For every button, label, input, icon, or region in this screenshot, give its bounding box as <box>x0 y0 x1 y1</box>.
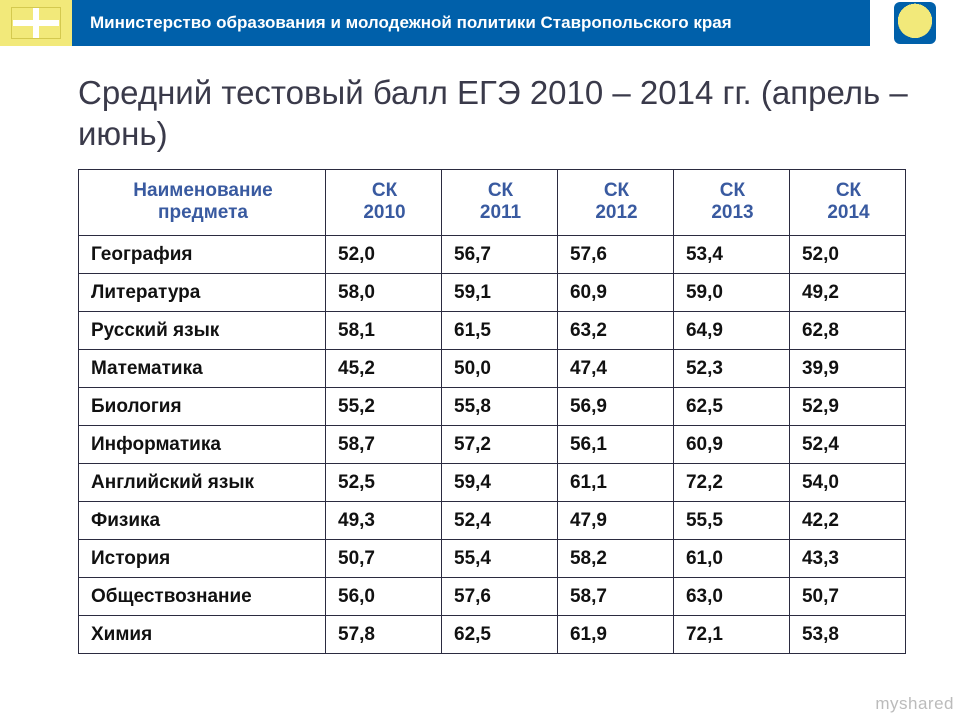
col-2011: СК2011 <box>442 169 558 236</box>
cell-value: 62,8 <box>789 312 905 350</box>
region-flag-icon <box>11 7 61 39</box>
cell-subject: География <box>79 236 326 274</box>
cell-subject: Информатика <box>79 426 326 464</box>
cell-value: 61,1 <box>557 464 673 502</box>
cell-subject: Английский язык <box>79 464 326 502</box>
cell-value: 39,9 <box>789 350 905 388</box>
col-2014: СК2014 <box>789 169 905 236</box>
cell-value: 58,2 <box>557 540 673 578</box>
cell-value: 58,1 <box>326 312 442 350</box>
cell-value: 57,6 <box>442 578 558 616</box>
cell-value: 62,5 <box>442 616 558 654</box>
scores-table-container: Наименование предмета СК2010 СК2011 СК20… <box>0 169 960 655</box>
cell-value: 63,2 <box>557 312 673 350</box>
cell-value: 52,4 <box>442 502 558 540</box>
scores-table: Наименование предмета СК2010 СК2011 СК20… <box>78 169 906 655</box>
cell-value: 55,2 <box>326 388 442 426</box>
cell-subject: Биология <box>79 388 326 426</box>
cell-value: 56,0 <box>326 578 442 616</box>
cell-value: 43,3 <box>789 540 905 578</box>
cell-subject: Физика <box>79 502 326 540</box>
table-row: Химия57,862,561,972,153,8 <box>79 616 906 654</box>
cell-value: 62,5 <box>673 388 789 426</box>
watermark: myshared <box>875 694 954 714</box>
cell-value: 47,4 <box>557 350 673 388</box>
cell-value: 56,1 <box>557 426 673 464</box>
cell-value: 52,4 <box>789 426 905 464</box>
header-title-bar: Министерство образования и молодежной по… <box>72 0 870 46</box>
col-2012: СК2012 <box>557 169 673 236</box>
cell-value: 57,8 <box>326 616 442 654</box>
cell-value: 50,7 <box>326 540 442 578</box>
cell-subject: Химия <box>79 616 326 654</box>
cell-value: 56,7 <box>442 236 558 274</box>
cell-value: 52,0 <box>789 236 905 274</box>
cell-value: 58,7 <box>326 426 442 464</box>
cell-value: 53,8 <box>789 616 905 654</box>
cell-value: 61,0 <box>673 540 789 578</box>
table-body: География52,056,757,653,452,0Литература5… <box>79 236 906 654</box>
table-row: Биология55,255,856,962,552,9 <box>79 388 906 426</box>
cell-value: 55,8 <box>442 388 558 426</box>
cell-value: 55,5 <box>673 502 789 540</box>
slide-header: Министерство образования и молодежной по… <box>0 0 960 46</box>
cell-value: 53,4 <box>673 236 789 274</box>
cell-value: 60,9 <box>557 274 673 312</box>
cell-value: 72,1 <box>673 616 789 654</box>
table-row: Русский язык58,161,563,264,962,8 <box>79 312 906 350</box>
cell-value: 54,0 <box>789 464 905 502</box>
table-row: Информатика58,757,256,160,952,4 <box>79 426 906 464</box>
cell-subject: Литература <box>79 274 326 312</box>
cell-value: 42,2 <box>789 502 905 540</box>
cell-value: 45,2 <box>326 350 442 388</box>
table-row: Обществознание56,057,658,763,050,7 <box>79 578 906 616</box>
cell-value: 64,9 <box>673 312 789 350</box>
col-2013: СК2013 <box>673 169 789 236</box>
cell-value: 57,2 <box>442 426 558 464</box>
col-subject: Наименование предмета <box>79 169 326 236</box>
cell-value: 72,2 <box>673 464 789 502</box>
cell-value: 58,0 <box>326 274 442 312</box>
cell-value: 61,9 <box>557 616 673 654</box>
region-emblem-icon <box>894 2 936 44</box>
ministry-name: Министерство образования и молодежной по… <box>90 13 732 33</box>
cell-value: 50,0 <box>442 350 558 388</box>
cell-value: 58,7 <box>557 578 673 616</box>
cell-value: 59,0 <box>673 274 789 312</box>
cell-value: 52,5 <box>326 464 442 502</box>
cell-value: 57,6 <box>557 236 673 274</box>
table-row: Математика45,250,047,452,339,9 <box>79 350 906 388</box>
table-row: Литература58,059,160,959,049,2 <box>79 274 906 312</box>
cell-value: 52,3 <box>673 350 789 388</box>
cell-value: 63,0 <box>673 578 789 616</box>
table-header-row: Наименование предмета СК2010 СК2011 СК20… <box>79 169 906 236</box>
cell-value: 61,5 <box>442 312 558 350</box>
slide-title: Средний тестовый балл ЕГЭ 2010 – 2014 гг… <box>0 46 960 169</box>
header-emblem-block <box>870 0 960 46</box>
cell-value: 49,3 <box>326 502 442 540</box>
cell-value: 47,9 <box>557 502 673 540</box>
cell-value: 55,4 <box>442 540 558 578</box>
cell-subject: Обществознание <box>79 578 326 616</box>
header-flag-block <box>0 0 72 46</box>
cell-value: 49,2 <box>789 274 905 312</box>
table-row: География52,056,757,653,452,0 <box>79 236 906 274</box>
table-row: История50,755,458,261,043,3 <box>79 540 906 578</box>
cell-value: 52,9 <box>789 388 905 426</box>
cell-value: 60,9 <box>673 426 789 464</box>
cell-subject: Русский язык <box>79 312 326 350</box>
cell-value: 56,9 <box>557 388 673 426</box>
cell-subject: История <box>79 540 326 578</box>
cell-value: 59,1 <box>442 274 558 312</box>
cell-value: 52,0 <box>326 236 442 274</box>
table-row: Физика49,352,447,955,542,2 <box>79 502 906 540</box>
cell-value: 50,7 <box>789 578 905 616</box>
col-2010: СК2010 <box>326 169 442 236</box>
table-row: Английский язык52,559,461,172,254,0 <box>79 464 906 502</box>
cell-value: 59,4 <box>442 464 558 502</box>
cell-subject: Математика <box>79 350 326 388</box>
